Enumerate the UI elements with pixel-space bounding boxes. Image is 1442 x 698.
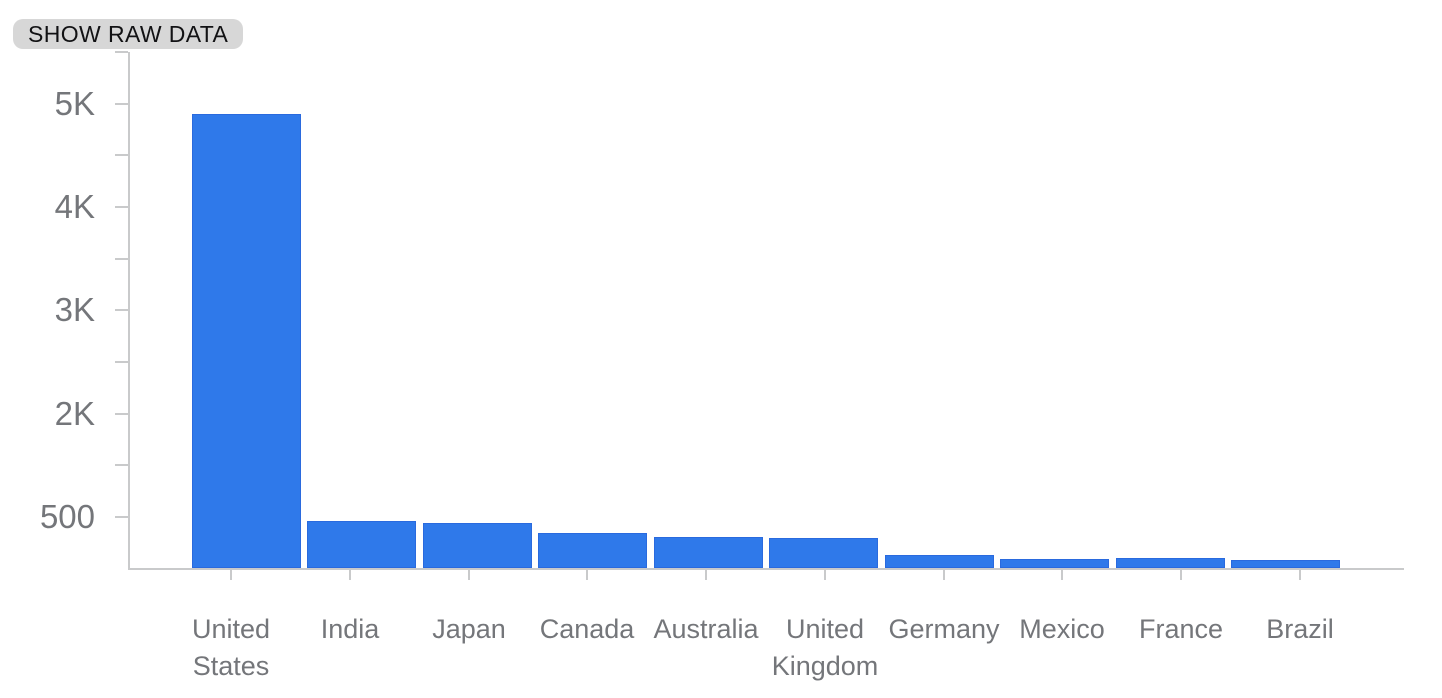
y-axis-tick-label: 3K — [54, 291, 95, 329]
x-axis-tick — [1061, 570, 1063, 580]
y-axis-tick-label: 4K — [54, 187, 95, 225]
x-axis-tick — [943, 570, 945, 580]
bar-mexico[interactable] — [1000, 559, 1109, 568]
bar-canada[interactable] — [538, 533, 647, 568]
x-axis-label-australia: Australia — [653, 614, 759, 644]
x-axis-tick — [1299, 570, 1301, 580]
y-axis-major-tick — [115, 205, 128, 208]
y-axis-tick-label: 2K — [54, 394, 95, 432]
x-axis-tick — [468, 570, 470, 580]
bar-united-states[interactable] — [192, 114, 301, 568]
x-axis-label-canada: Canada — [539, 614, 635, 644]
bar-australia[interactable] — [654, 537, 763, 568]
bar-japan[interactable] — [423, 523, 532, 568]
x-axis-label-united-states: United States — [191, 614, 271, 681]
y-axis-minor-tick — [115, 464, 128, 467]
x-axis-tick — [1180, 570, 1182, 580]
x-axis-label-japan: Japan — [432, 614, 506, 644]
x-axis-tick — [349, 570, 351, 580]
bar-india[interactable] — [307, 521, 416, 568]
x-axis-label-united-kingdom: United Kingdom — [771, 614, 879, 681]
bar-germany[interactable] — [885, 555, 994, 568]
x-axis-tick — [586, 570, 588, 580]
y-axis-minor-tick — [115, 51, 128, 53]
y-axis-major-tick — [115, 102, 128, 105]
y-axis-major-tick — [115, 515, 128, 518]
show-raw-data-button[interactable]: SHOW RAW DATA — [13, 19, 244, 49]
x-axis-label-brazil: Brazil — [1266, 614, 1334, 644]
x-axis-label-france: France — [1138, 614, 1224, 644]
bar-france[interactable] — [1116, 558, 1225, 568]
x-axis-tick — [705, 570, 707, 580]
y-axis-major-tick — [115, 412, 128, 415]
x-axis-label-germany: Germany — [888, 614, 1000, 644]
bar-united-kingdom[interactable] — [769, 538, 878, 568]
x-axis-label-india: India — [320, 614, 380, 644]
x-axis-tick — [230, 570, 232, 580]
y-axis-minor-tick — [115, 257, 128, 260]
y-axis-major-tick — [115, 309, 128, 312]
y-axis-minor-tick — [115, 154, 128, 157]
x-axis-label-mexico: Mexico — [1019, 614, 1105, 644]
bar-brazil[interactable] — [1231, 560, 1340, 568]
y-axis-tick-label: 500 — [39, 497, 95, 535]
y-axis-minor-tick — [115, 360, 128, 363]
x-axis-tick — [824, 570, 826, 580]
y-axis-tick-label: 5K — [54, 84, 95, 122]
bar-chart-plot-area — [128, 52, 1404, 570]
